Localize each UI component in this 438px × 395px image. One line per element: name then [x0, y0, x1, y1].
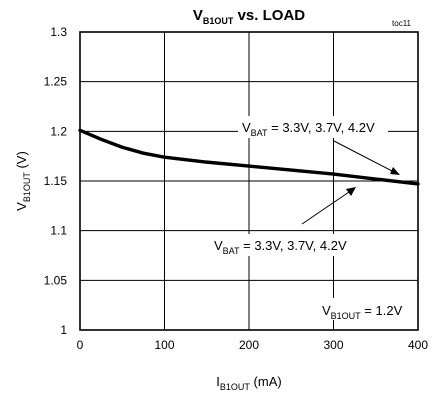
- x-tick-label: 0: [77, 338, 84, 352]
- x-tick-label: 200: [239, 338, 259, 352]
- annotation-vb1out-setpoint: VB1OUT = 1.2V: [322, 303, 403, 321]
- annotation-1-arrowhead: [390, 167, 400, 175]
- series-group: [78, 128, 420, 186]
- annotation-1-leader: [333, 140, 397, 174]
- tick-labels: 0 100 200 300 400 1 1.05 1.1 1.15 1.2 1.25 1.3: [44, 25, 429, 352]
- series-line-0: [78, 128, 420, 186]
- y-tick-label: 1.1: [50, 224, 67, 238]
- y-tick-label: 1.3: [50, 25, 67, 39]
- x-tick-label: 400: [408, 338, 428, 352]
- chart-title: VB1OUT vs. LOAD: [193, 7, 305, 26]
- y-tick-label: 1.2: [50, 124, 67, 138]
- y-axis-label: VB1OUT (V): [14, 151, 32, 211]
- y-tick-label: 1.05: [44, 273, 68, 287]
- y-tick-label: 1: [60, 323, 67, 337]
- plot-frame: [79, 31, 419, 331]
- x-axis-label: IB1OUT (mA): [216, 374, 281, 392]
- annotation-2-background: [210, 234, 360, 256]
- annotation-1-background: [238, 116, 388, 138]
- annotation-2-leader: [301, 189, 353, 225]
- y-tick-label: 1.25: [44, 75, 68, 89]
- annotation-3-background: [318, 298, 414, 320]
- annotation-vbat-upper: VBAT = 3.3V, 3.7V, 4.2V: [242, 120, 375, 138]
- x-tick-label: 300: [323, 338, 343, 352]
- annotation-2-arrowhead: [346, 187, 356, 196]
- annotation-vbat-lower: VBAT = 3.3V, 3.7V, 4.2V: [214, 238, 347, 256]
- figure-tag: toc11: [392, 19, 412, 28]
- y-tick-label: 1.15: [44, 174, 68, 188]
- x-tick-label: 100: [154, 338, 174, 352]
